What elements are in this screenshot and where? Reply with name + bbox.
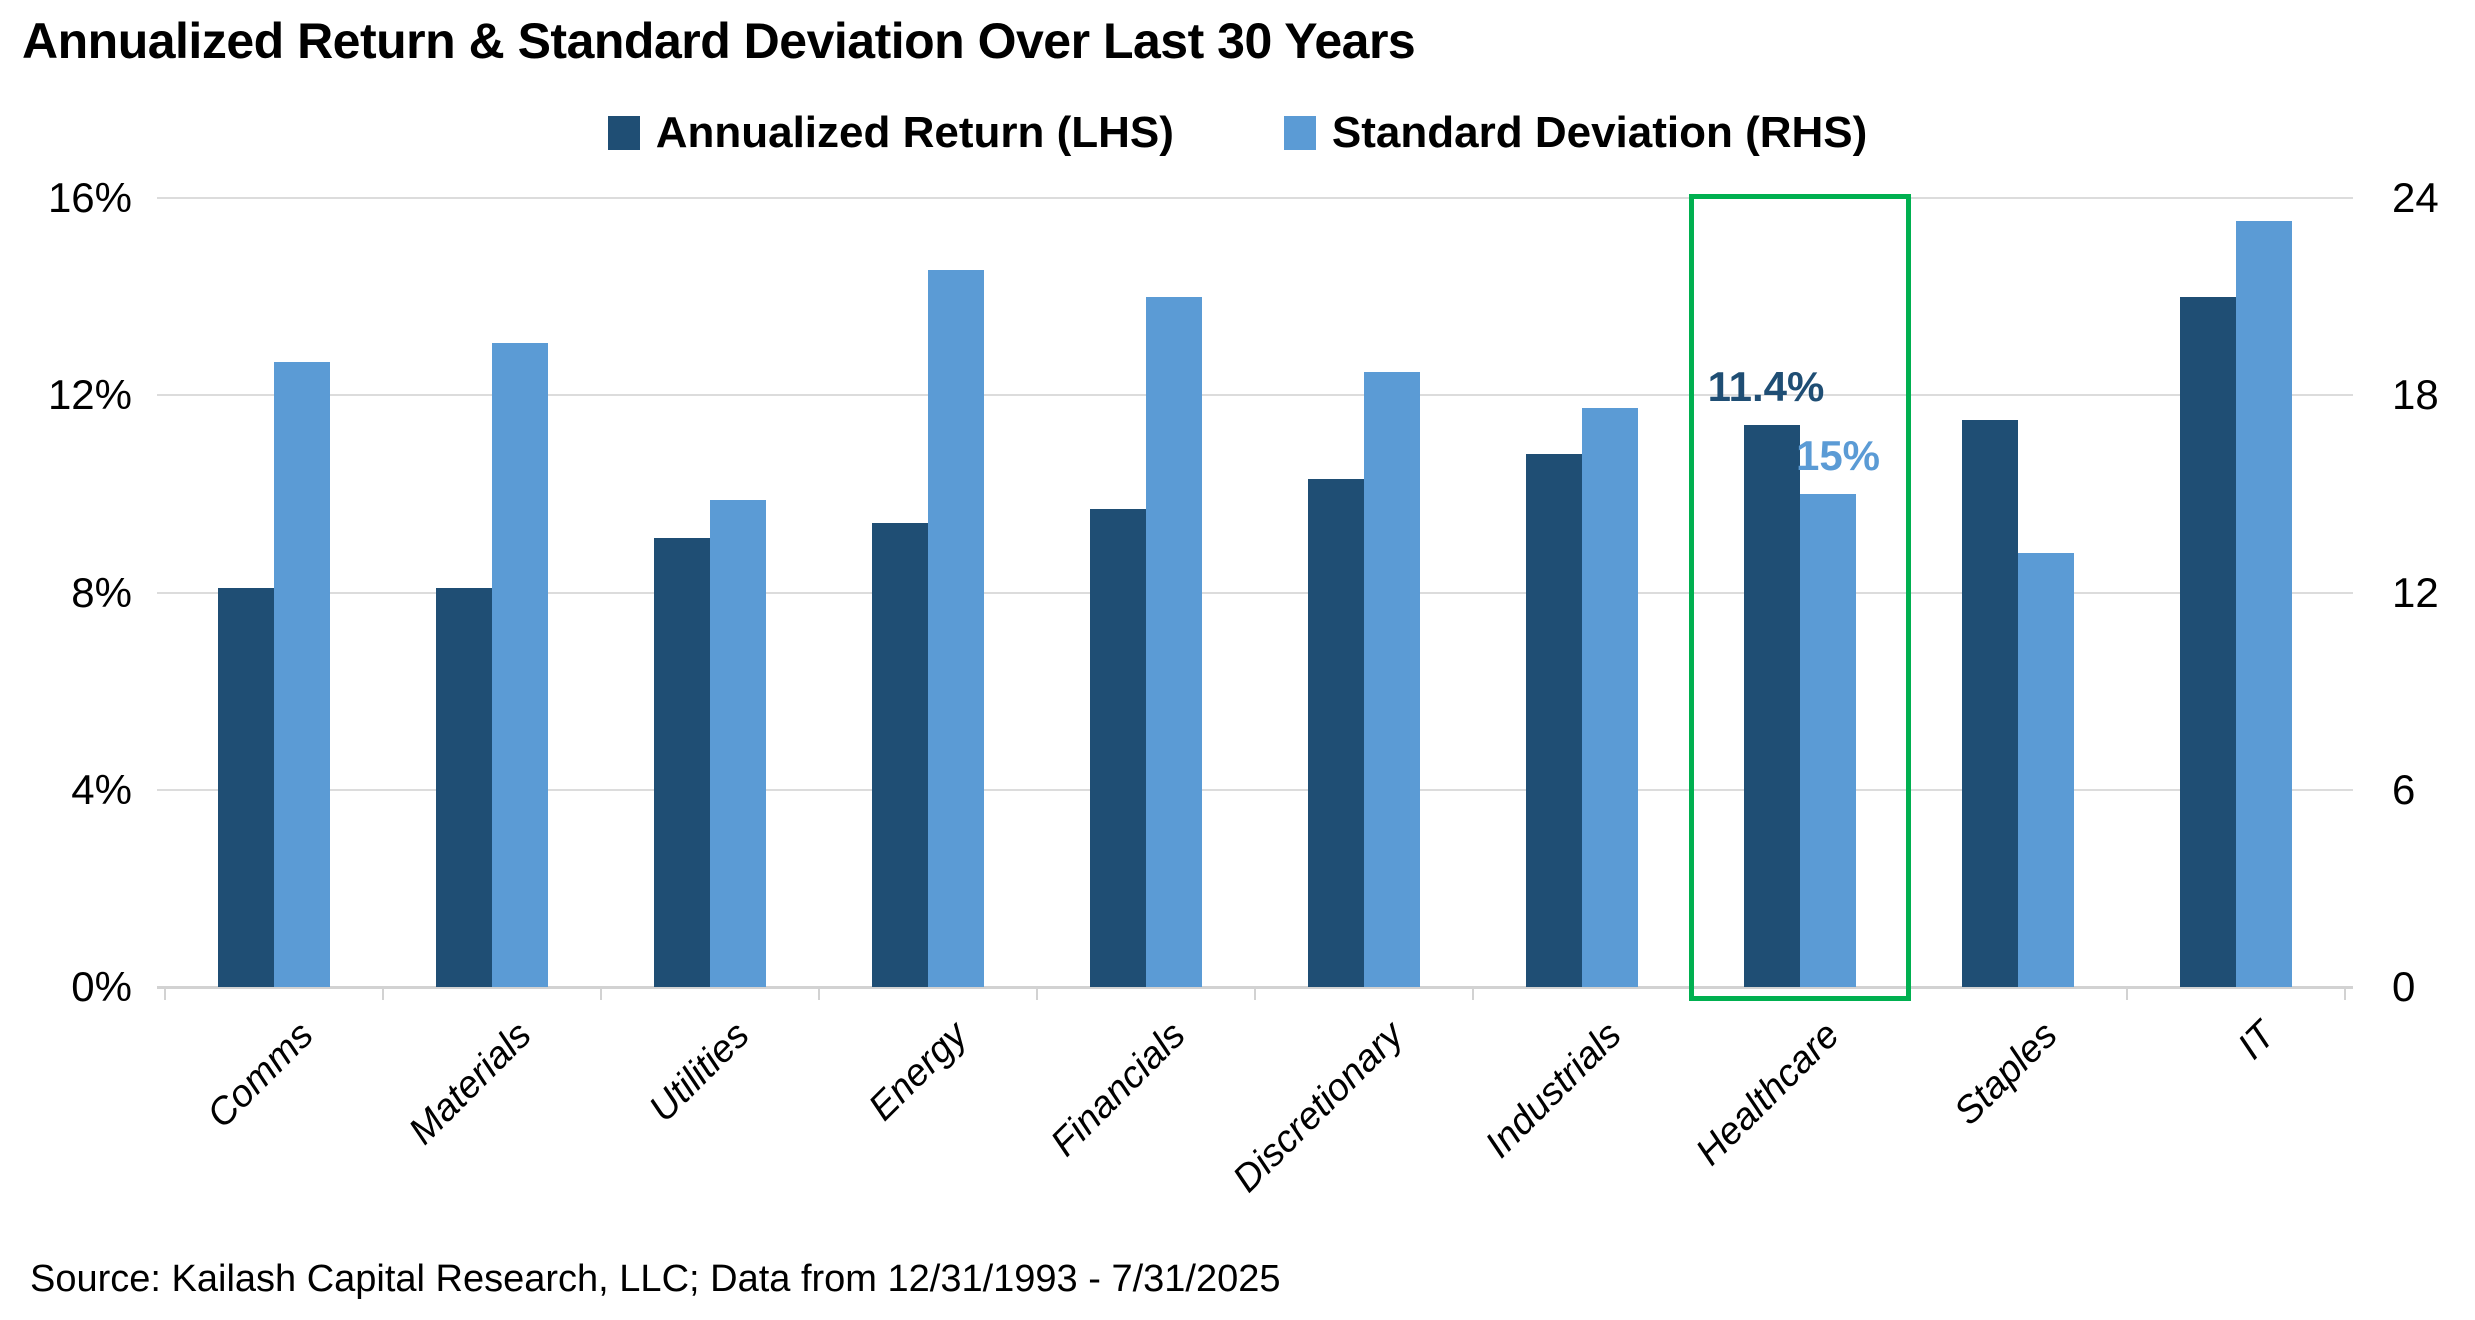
return-bar-discretionary — [1308, 479, 1364, 987]
std-dev-bar-materials — [492, 342, 548, 987]
legend-swatch-icon — [1283, 116, 1316, 150]
legend: Annualized Return (LHS) Standard Deviatio… — [0, 108, 2475, 158]
data-label-std-dev-healthcare: 15% — [1795, 431, 1881, 479]
category-label-staples: Staples — [1946, 1014, 2066, 1134]
std-dev-bar-financials — [1146, 296, 1202, 987]
std-dev-bar-staples — [2018, 553, 2074, 987]
return-bar-comms — [218, 587, 274, 987]
right-axis-tick-label: 6 — [2392, 765, 2416, 813]
gridline — [157, 788, 2353, 791]
legend-item-return: Annualized Return (LHS) — [607, 108, 1174, 158]
return-bar-healthcare — [1744, 424, 1800, 987]
category-label-financials: Financials — [1043, 1014, 1194, 1165]
gridline — [157, 197, 2353, 199]
category-boundary-tick — [382, 987, 384, 1000]
std-dev-bar-it — [2236, 221, 2292, 987]
category-boundary-tick — [1036, 987, 1038, 1000]
category-boundary-tick — [2344, 987, 2346, 1000]
category-label-materials: Materials — [400, 1014, 540, 1153]
right-axis-tick-label: 0 — [2392, 963, 2416, 1010]
std-dev-bar-utilities — [710, 500, 766, 987]
category-label-it: IT — [2230, 1014, 2284, 1068]
return-bar-it — [2180, 296, 2236, 987]
category-boundary-tick — [1472, 987, 1474, 1000]
return-bar-industrials — [1526, 454, 1582, 987]
category-label-energy: Energy — [860, 1014, 976, 1129]
right-axis-tick-label: 12 — [2392, 568, 2439, 616]
std-dev-bar-industrials — [1582, 408, 1638, 987]
right-axis-tick-label: 24 — [2392, 174, 2439, 221]
return-bar-energy — [872, 523, 928, 987]
std-dev-bar-energy — [928, 270, 984, 987]
left-axis-tick-label: 8% — [71, 568, 132, 616]
return-bar-utilities — [654, 538, 710, 987]
category-boundary-tick — [600, 987, 602, 1000]
highlight-box-healthcare — [1689, 194, 1911, 1001]
return-bar-financials — [1090, 508, 1146, 987]
gridline — [157, 394, 2353, 397]
std-dev-bar-discretionary — [1364, 372, 1420, 987]
category-boundary-tick — [164, 987, 166, 1000]
return-bar-staples — [1962, 419, 2018, 987]
category-label-industrials: Industrials — [1477, 1014, 1630, 1167]
std-dev-bar-comms — [274, 362, 330, 987]
category-label-utilities: Utilities — [641, 1014, 758, 1131]
category-label-comms: Comms — [199, 1014, 322, 1137]
plot-area: 11.4% 15% — [157, 194, 2353, 1001]
legend-label: Annualized Return (LHS) — [655, 108, 1174, 157]
gridline — [157, 591, 2353, 594]
data-label-return-healthcare: 11.4% — [1707, 362, 1825, 410]
left-axis-tick-label: 12% — [47, 371, 132, 419]
category-label-discretionary: Discretionary — [1225, 1014, 1412, 1201]
legend-label: Standard Deviation (RHS) — [1331, 108, 1868, 157]
category-boundary-tick — [2126, 987, 2128, 1000]
category-boundary-tick — [818, 987, 820, 1000]
chart-title: Annualized Return & Standard Deviation O… — [22, 13, 1416, 69]
std-dev-bar-healthcare — [1800, 493, 1856, 987]
legend-swatch-icon — [607, 116, 640, 150]
left-axis-tick-label: 16% — [47, 174, 132, 221]
left-axis-tick-label: 4% — [71, 765, 132, 813]
legend-item-std-dev: Standard Deviation (RHS) — [1283, 108, 1868, 158]
right-axis-tick-label: 18 — [2392, 371, 2439, 419]
category-label-healthcare: Healthcare — [1688, 1014, 1848, 1174]
return-bar-materials — [436, 587, 492, 987]
left-axis-tick-label: 0% — [71, 963, 132, 1010]
source-note: Source: Kailash Capital Research, LLC; D… — [30, 1258, 1281, 1300]
category-boundary-tick — [1254, 987, 1256, 1000]
